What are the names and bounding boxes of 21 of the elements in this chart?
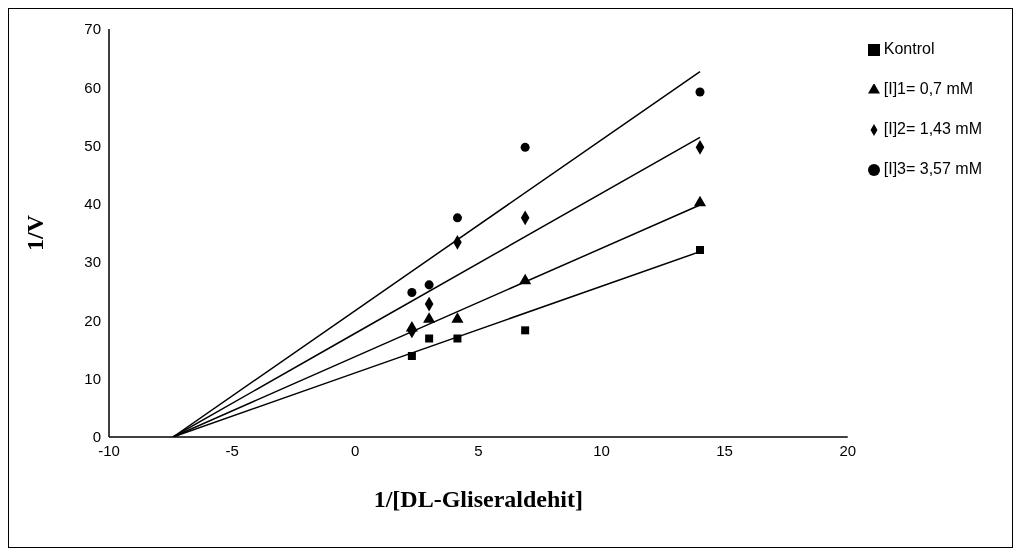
legend-label: Kontrol bbox=[883, 40, 935, 57]
x-tick-label: -5 bbox=[225, 441, 239, 459]
y-tick-label: 10 bbox=[84, 370, 101, 388]
x-tick-label: 20 bbox=[839, 441, 857, 459]
y-tick-label: 70 bbox=[84, 20, 101, 38]
x-axis-title: 1/[DL-Gliseraldehit] bbox=[373, 486, 584, 512]
x-tick-label: -10 bbox=[98, 441, 120, 459]
legend-label: [I]1= 0,7 mM bbox=[883, 80, 974, 97]
y-tick-label: 60 bbox=[84, 78, 101, 96]
y-axis-title: 1/V bbox=[21, 214, 48, 251]
y-tick-label: 20 bbox=[84, 311, 101, 329]
x-tick-label: 15 bbox=[716, 441, 733, 459]
y-tick-label: 40 bbox=[84, 195, 101, 213]
y-tick-label: 0 bbox=[92, 428, 101, 446]
y-tick-label: 30 bbox=[84, 253, 101, 271]
x-tick-label: 10 bbox=[593, 441, 610, 459]
x-tick-label: 5 bbox=[474, 441, 483, 459]
legend-label: [I]3= 3,57 mM bbox=[883, 160, 982, 177]
y-tick-label: 50 bbox=[84, 136, 101, 154]
legend-label: [I]2= 1,43 mM bbox=[883, 120, 982, 137]
x-tick-label: 0 bbox=[351, 441, 360, 459]
